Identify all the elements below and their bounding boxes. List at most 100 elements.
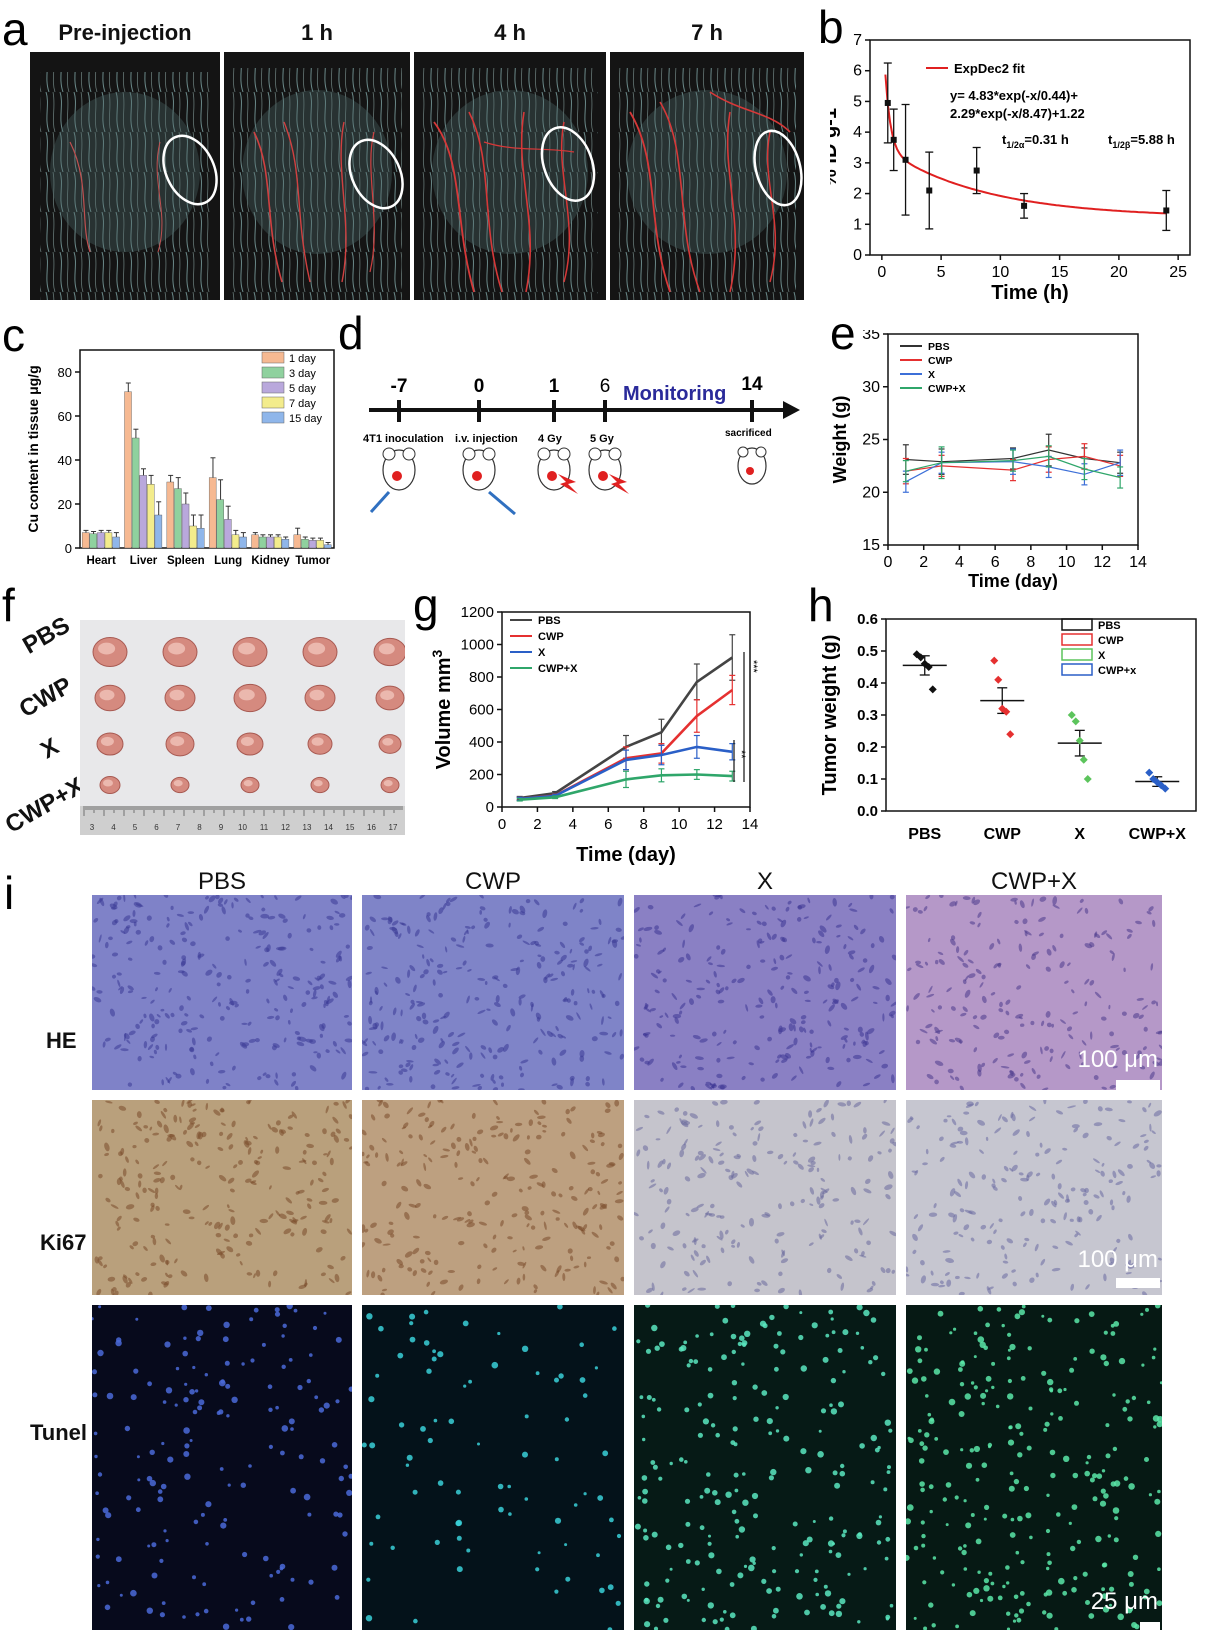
cell-dot <box>518 1088 525 1090</box>
chart-e-xtick-label-4: 8 <box>1026 554 1035 571</box>
cell-dot <box>739 908 746 914</box>
cell-dot <box>1011 1269 1016 1273</box>
cell-dot <box>865 1178 871 1185</box>
cell-dot <box>717 1160 725 1165</box>
nucleus-dot <box>195 1612 200 1617</box>
nucleus-dot <box>308 1579 314 1585</box>
nucleus-dot <box>885 1617 890 1621</box>
cell-dot <box>214 1221 221 1230</box>
nucleus-dot <box>521 1345 529 1352</box>
cell-dot <box>964 989 971 998</box>
cell-dot <box>219 1016 225 1021</box>
chart-c-legend-label-1: 3 day <box>289 368 316 380</box>
timeline-tick-1: 0 <box>474 376 485 397</box>
cell-dot <box>912 907 918 912</box>
nucleus-dot <box>1123 1476 1129 1481</box>
nucleus-dot <box>96 1537 100 1542</box>
nucleus-dot <box>1145 1307 1149 1312</box>
cell-dot <box>968 973 976 979</box>
cell-dot <box>579 1055 585 1062</box>
cell-dot <box>1155 1030 1162 1034</box>
cell-dot <box>522 940 530 945</box>
nucleus-dot <box>1118 1357 1126 1365</box>
nucleus-dot <box>1006 1356 1011 1361</box>
cell-dot <box>962 896 971 901</box>
cell-dot <box>636 1149 641 1157</box>
cell-dot <box>165 1238 172 1245</box>
cell-dot <box>777 1287 785 1294</box>
nucleus-dot <box>423 1340 430 1346</box>
cell-dot <box>1049 1048 1054 1054</box>
cell-dot <box>972 1015 978 1020</box>
nucleus-dot <box>573 1503 578 1507</box>
nucleus-dot <box>1058 1416 1063 1421</box>
cell-dot <box>335 1049 341 1054</box>
chart-b-xtick-label-4: 20 <box>1110 264 1128 281</box>
cell-dot <box>301 1002 307 1007</box>
chart-h-point-3-0 <box>1145 768 1154 777</box>
cell-dot <box>664 1012 669 1018</box>
cell-dot <box>715 1141 722 1146</box>
nucleus-dot <box>744 1330 751 1337</box>
nucleus-dot <box>834 1482 841 1489</box>
cell-dot <box>170 1012 175 1018</box>
nucleus-dot <box>1008 1425 1013 1430</box>
nucleus-dot <box>105 1580 110 1585</box>
cell-dot <box>218 1222 223 1230</box>
nucleus-dot <box>261 1342 266 1347</box>
nucleus-dot <box>828 1516 834 1521</box>
cell-dot <box>964 1181 969 1190</box>
cell-dot <box>266 1015 275 1020</box>
cell-dot <box>317 1177 324 1183</box>
cell-dot <box>773 958 777 965</box>
cell-dot <box>954 1076 960 1081</box>
cell-dot <box>234 1003 239 1008</box>
cell-dot <box>432 1019 440 1023</box>
cell-dot <box>757 1133 761 1142</box>
panel-i-col-3: CWP+X <box>990 868 1077 895</box>
cell-dot <box>946 1279 952 1287</box>
nucleus-dot <box>683 1340 688 1345</box>
cell-dot <box>310 1179 314 1186</box>
cell-dot <box>614 1199 624 1204</box>
nucleus-dot <box>1017 1452 1023 1458</box>
nucleus-dot <box>1127 1571 1134 1577</box>
cell-dot <box>654 989 660 994</box>
nucleus-dot <box>957 1546 963 1551</box>
cell-dot <box>257 1156 262 1160</box>
nucleus-dot <box>969 1448 974 1453</box>
nucleus-dot <box>984 1504 990 1510</box>
cell-dot <box>1093 1075 1099 1080</box>
cell-dot <box>1109 1084 1116 1089</box>
nucleus-dot <box>412 1489 418 1495</box>
cell-dot <box>1106 1135 1112 1141</box>
cell-dot <box>423 1154 428 1158</box>
cell-dot <box>533 1289 538 1294</box>
cell-dot <box>949 901 957 907</box>
cell-dot <box>808 1167 814 1173</box>
nucleus-dot <box>241 1362 245 1366</box>
cell-dot <box>401 1068 408 1072</box>
ruler-number-0: 3 <box>90 823 95 832</box>
cell-dot <box>809 1042 813 1048</box>
cell-dot <box>161 1281 169 1286</box>
cell-dot <box>789 1018 797 1025</box>
cell-dot <box>126 940 133 945</box>
nucleus-dot <box>269 1573 273 1578</box>
scale-bar-ki67 <box>1116 1278 1160 1288</box>
tumor-highlight-2-2 <box>240 736 254 746</box>
cell-dot <box>656 1023 663 1029</box>
nucleus-dot <box>814 1569 819 1574</box>
cell-dot <box>425 915 431 923</box>
mouse-icon-4 <box>737 446 767 485</box>
cell-dot <box>913 992 920 1000</box>
chart-b-xtick-label-3: 15 <box>1051 264 1069 281</box>
cell-dot <box>870 943 875 949</box>
cell-dot <box>937 951 944 956</box>
cell-dot <box>1158 1044 1162 1051</box>
cell-dot <box>787 900 792 905</box>
nucleus-dot <box>828 1610 835 1617</box>
cell-dot <box>889 1230 896 1237</box>
cell-dot <box>1026 1171 1033 1178</box>
cell-dot <box>127 957 133 961</box>
